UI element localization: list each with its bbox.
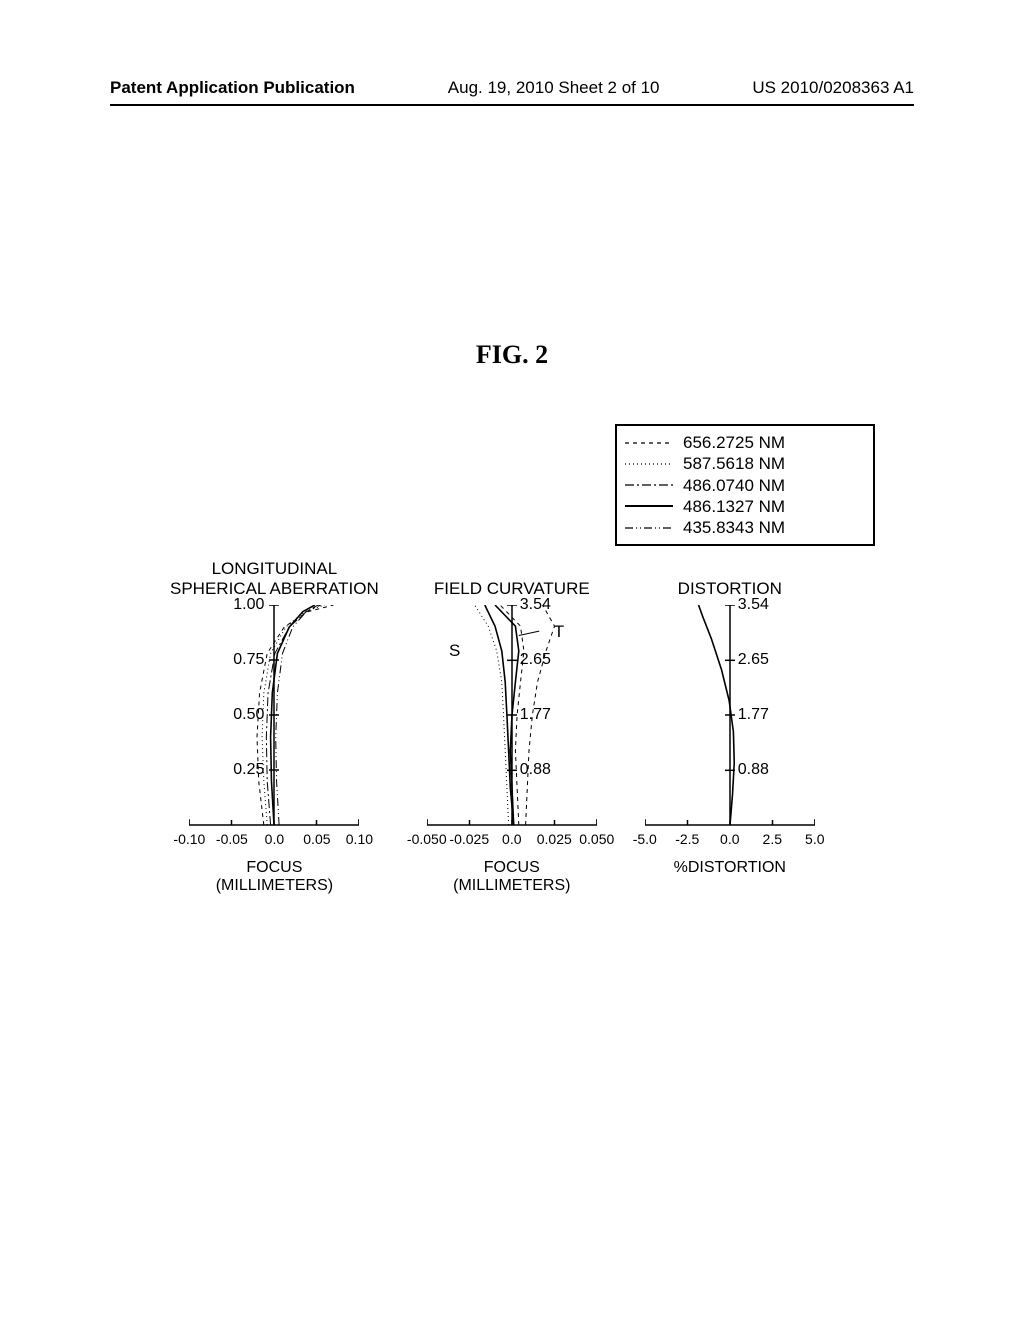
plot-area: 0.881.772.653.54-0.050-0.0250.00.0250.05… — [427, 605, 597, 853]
header-rule — [110, 104, 914, 106]
plot-svg — [427, 605, 597, 837]
x-tick-label: 2.5 — [763, 831, 782, 847]
x-axis-title: %DISTORTION — [674, 859, 786, 877]
chart-title: LONGITUDINAL SPHERICAL ABERRATION — [170, 555, 379, 599]
legend: 656.2725 NM587.5618 NM486.0740 NM486.132… — [615, 424, 875, 546]
x-tick-label: 0.05 — [303, 831, 330, 847]
y-tick-label: 1.77 — [520, 706, 551, 724]
y-tick-label: 0.88 — [738, 761, 769, 779]
figure-label: FIG. 2 — [0, 340, 1024, 370]
y-tick-label: 0.88 — [520, 761, 551, 779]
legend-row: 587.5618 NM — [625, 453, 865, 474]
plot-svg — [645, 605, 815, 837]
x-axis-title: FOCUS (MILLIMETERS) — [216, 859, 333, 895]
x-tick-label: -2.5 — [675, 831, 699, 847]
legend-row: 486.1327 NM — [625, 496, 865, 517]
y-tick-label: 1.00 — [233, 596, 264, 614]
x-tick-label: -0.025 — [449, 831, 489, 847]
header-right: US 2010/0208363 A1 — [752, 78, 914, 98]
plot-area: 0.881.772.653.54-5.0-2.50.02.55.0 — [645, 605, 815, 853]
x-axis-title: FOCUS (MILLIMETERS) — [453, 859, 570, 895]
chart-distortion: DISTORTION0.881.772.653.54-5.0-2.50.02.5… — [645, 555, 815, 895]
y-tick-label: 0.50 — [233, 706, 264, 724]
y-tick-label: 0.75 — [233, 651, 264, 669]
x-tick-label: -0.10 — [173, 831, 205, 847]
legend-row: 656.2725 NM — [625, 432, 865, 453]
legend-swatch-icon — [625, 437, 673, 449]
x-tick-label: 0.0 — [265, 831, 284, 847]
page-header: Patent Application Publication Aug. 19, … — [110, 78, 914, 98]
chart-spherical: LONGITUDINAL SPHERICAL ABERRATION 0.25 0.5… — [170, 555, 379, 895]
legend-row: 486.0740 NM — [625, 475, 865, 496]
x-tick-label: -0.050 — [407, 831, 447, 847]
y-tick-label: 2.65 — [520, 651, 551, 669]
plot-area: 0.250.500.751.00-0.10-0.050.00.050.10 — [189, 605, 359, 853]
chart-title: FIELD CURVATURE — [434, 555, 590, 599]
y-tick-label: 2.65 — [738, 651, 769, 669]
curve-label-t: T — [554, 622, 564, 642]
legend-swatch-icon — [625, 458, 673, 470]
x-tick-label: 0.025 — [537, 831, 572, 847]
legend-label: 486.1327 NM — [683, 496, 785, 517]
x-tick-label: 5.0 — [805, 831, 824, 847]
x-tick-label: -5.0 — [633, 831, 657, 847]
legend-swatch-icon — [625, 522, 673, 534]
chart-field-curvature: FIELD CURVATURE0.881.772.653.54-0.050-0.… — [427, 555, 597, 895]
legend-swatch-icon — [625, 479, 673, 491]
chart-title: DISTORTION — [678, 555, 782, 599]
header-left: Patent Application Publication — [110, 78, 355, 98]
y-tick-label: 0.25 — [233, 761, 264, 779]
legend-label: 486.0740 NM — [683, 475, 785, 496]
y-tick-label: 3.54 — [520, 596, 551, 614]
x-tick-label: 0.0 — [720, 831, 739, 847]
x-tick-label: 0.050 — [579, 831, 614, 847]
charts-row: LONGITUDINAL SPHERICAL ABERRATION 0.25 0.5… — [170, 555, 815, 895]
x-tick-label: 0.0 — [502, 831, 521, 847]
x-tick-label: -0.05 — [216, 831, 248, 847]
legend-label: 656.2725 NM — [683, 432, 785, 453]
plot-svg — [189, 605, 359, 837]
curve-label-s: S — [449, 641, 460, 661]
y-tick-label: 3.54 — [738, 596, 769, 614]
legend-label: 435.8343 NM — [683, 517, 785, 538]
x-tick-label: 0.10 — [346, 831, 373, 847]
legend-swatch-icon — [625, 500, 673, 512]
legend-label: 587.5618 NM — [683, 453, 785, 474]
legend-row: 435.8343 NM — [625, 517, 865, 538]
header-center: Aug. 19, 2010 Sheet 2 of 10 — [448, 78, 660, 98]
y-tick-label: 1.77 — [738, 706, 769, 724]
